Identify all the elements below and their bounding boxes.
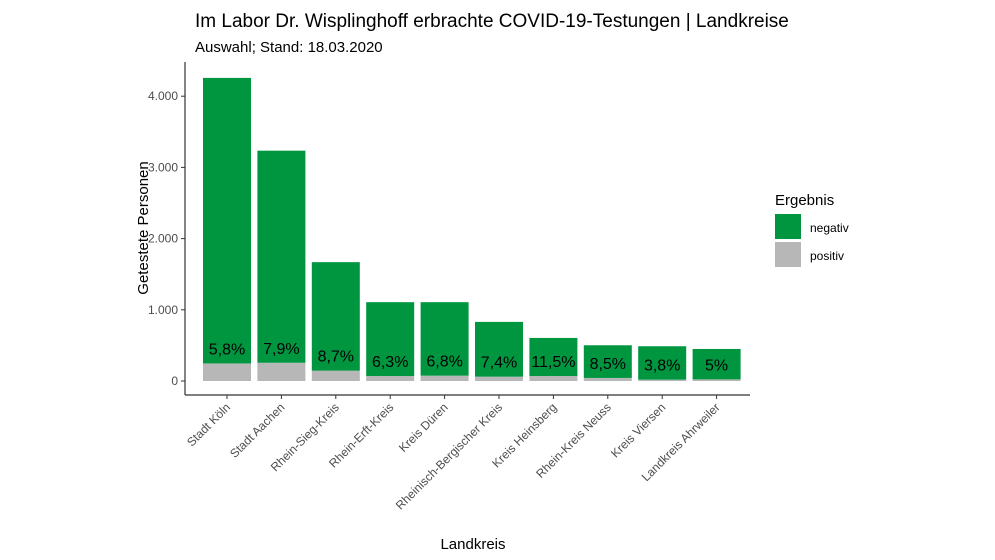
data-label: 6,8% — [426, 354, 462, 371]
bar-negativ — [366, 302, 415, 377]
y-tick-label: 3.000 — [148, 160, 178, 174]
bar-positiv — [420, 375, 469, 381]
legend-key-negativ — [775, 214, 801, 239]
data-label: 7,9% — [263, 341, 299, 358]
bar-negativ — [583, 345, 632, 378]
bar-negativ — [692, 348, 741, 380]
bar-negativ — [203, 77, 251, 364]
x-tick-label: Kreis Düren — [396, 400, 451, 455]
data-label: 5,8% — [209, 341, 245, 358]
y-tick-label: 2.000 — [148, 232, 178, 246]
legend-title: Ergebnis — [775, 192, 834, 209]
bar-negativ — [257, 150, 306, 363]
data-label: 7,4% — [481, 355, 517, 372]
legend: Ergebnis negativ positiv — [775, 192, 849, 267]
data-label: 8,5% — [590, 356, 626, 373]
chart-subtitle: Auswahl; Stand: 18.03.2020 — [195, 39, 383, 56]
y-tick-label: 0 — [171, 374, 178, 388]
bar-positiv — [475, 376, 523, 381]
x-tick-label: Rheinisch-Bergischer Kreis — [393, 400, 505, 512]
data-label: 8,7% — [318, 349, 354, 366]
bar-negativ — [311, 262, 360, 371]
bar-positiv — [638, 379, 687, 381]
y-tick-label: 1.000 — [148, 303, 178, 317]
data-label: 3,8% — [644, 358, 680, 375]
y-axis-label: Getestete Personen — [135, 161, 152, 294]
x-axis-label: Landkreis — [440, 536, 505, 553]
data-label: 11,5% — [531, 354, 575, 371]
bar-negativ — [420, 302, 469, 376]
bar-positiv — [583, 377, 632, 381]
chart-title: Im Labor Dr. Wisplinghoff erbrachte COVI… — [195, 11, 789, 32]
legend-key-positiv — [775, 242, 801, 267]
bar-positiv — [203, 363, 251, 381]
bar-positiv — [366, 376, 415, 381]
legend-label-negativ: negativ — [810, 221, 849, 235]
bar-positiv — [257, 362, 306, 381]
x-tick-label: Kreis Viersen — [608, 400, 668, 460]
legend-label-positiv: positiv — [810, 249, 844, 263]
bar-negativ — [475, 321, 523, 377]
bar-positiv — [692, 379, 741, 381]
bar-negativ — [529, 337, 578, 377]
bar-negativ — [638, 346, 687, 380]
bar-positiv — [311, 370, 360, 381]
data-label: 5% — [705, 357, 728, 374]
data-label: 6,3% — [372, 354, 408, 371]
bar-positiv — [529, 376, 578, 381]
x-tick-label: Stadt Köln — [184, 400, 233, 449]
x-tick-label: Stadt Aachen — [227, 400, 287, 460]
y-tick-label: 4.000 — [148, 89, 178, 103]
